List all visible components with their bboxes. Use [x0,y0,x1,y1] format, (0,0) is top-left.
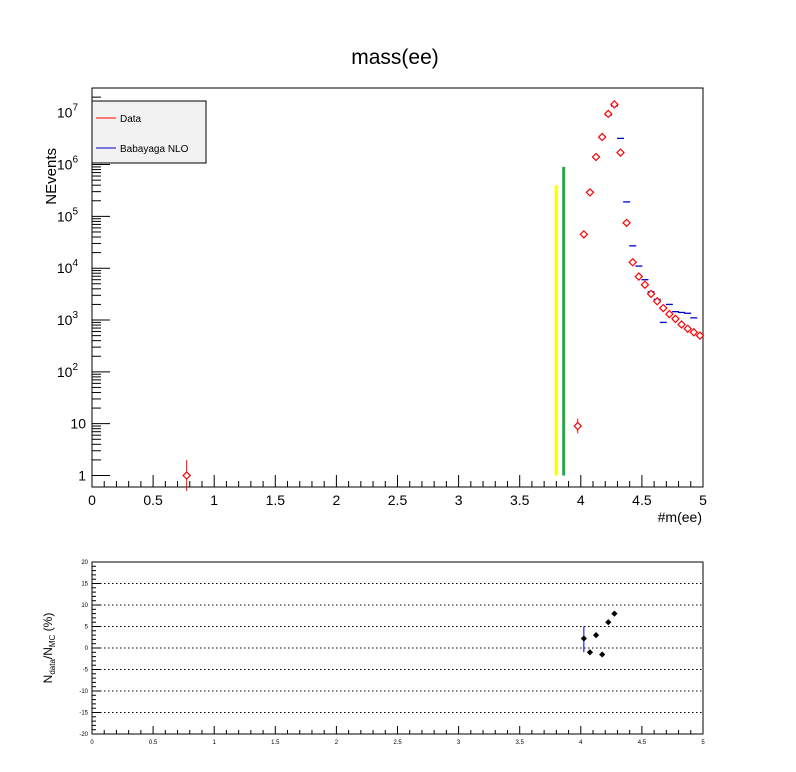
y-tick-label: 105 [57,206,79,224]
ratio-x-tick-label: 0 [90,740,94,746]
ratio-y-tick-label: 5 [85,625,89,631]
x-tick-label: 4.5 [632,492,652,508]
ratio-axis-ticks: 0 0.5 1 1.5 2 2.5 3 3.5 4 4.5 5 -20 -15 -10 -5 0 5 10 15 20 [79,560,705,746]
data-point [585,188,595,197]
ratio-x-tick-label: 2 [335,740,339,746]
ratio-y-tick-label: -10 [79,689,88,695]
ratio-x-tick-label: 1 [213,740,217,746]
ratio-y-tick-label: -20 [79,732,88,738]
x-tick-label: 3 [455,492,463,508]
ratio-y-tick-label: -15 [79,711,88,717]
data-point [628,257,638,267]
ratio-y-tick-label: 0 [85,646,89,652]
legend-label-mc: Babayaga NLO [120,144,189,155]
data-point [591,152,601,162]
data-point [665,309,674,319]
ratio-x-tick-label: 3.5 [516,740,525,746]
ratio-plot-area [580,610,618,658]
data-point [622,218,632,228]
ratio-point [586,649,594,656]
x-tick-label: 1 [210,492,218,508]
ratio-x-tick-label: 1.5 [271,740,280,746]
data-point [573,421,583,431]
x-tick-label: 0.5 [143,492,163,508]
ratio-grid [92,583,703,713]
y-axis-label: NEvents [43,148,60,205]
data-point [640,280,650,290]
data-point [603,109,613,119]
ratio-y-tick-label: 20 [81,560,88,566]
data-point [652,296,662,306]
ratio-y-tick-label: -5 [83,668,89,674]
ratio-point [599,651,606,658]
data-point [634,272,644,281]
ratio-x-tick-label: 0.5 [149,740,158,746]
y-tick-label: 106 [57,155,79,173]
x-tick-label: 2.5 [388,492,408,508]
y-tick-label: 104 [57,258,79,276]
x-tick-label: 4 [577,492,585,508]
ratio-point [592,631,600,639]
ratio-y-tick-label: 15 [81,582,88,588]
ratio-point [605,619,612,626]
y-tick-label: 107 [57,103,79,121]
y-tick-label: 103 [57,310,79,328]
main-plot-area [182,99,705,492]
legend: Data Babayaga NLO [91,100,207,164]
y-tick-label: 10 [70,416,86,432]
data-point [695,331,705,341]
ratio-y-tick-label: 10 [81,603,88,609]
chart-title: mass(ee) [351,46,439,69]
y-tick-label: 102 [57,362,79,380]
data-point [677,320,686,329]
x-tick-label: 2 [333,492,341,508]
data-point [646,289,656,299]
x-tick-label: 3.5 [510,492,530,508]
ratio-x-tick-label: 4.5 [638,740,647,746]
data-point [683,324,693,334]
data-point [182,471,192,480]
data-point [597,132,607,142]
ratio-point [611,610,618,617]
x-tick-label: 5 [699,492,707,508]
ratio-x-tick-label: 2.5 [393,740,402,746]
ratio-x-tick-label: 3 [457,740,461,746]
ratio-y-axis-label: Ndata/NMC (%) [41,613,57,684]
ratio-x-tick-label: 4 [579,740,583,746]
y-tick-label: 1 [78,468,86,484]
data-point [658,303,668,313]
data-point [616,148,625,157]
data-point [671,314,680,324]
x-axis-label: #m(ee) [658,509,702,525]
ratio-point [580,635,587,642]
x-tick-label: 1.5 [266,492,286,508]
data-point [579,229,589,239]
ratio-x-tick-label: 5 [701,740,705,746]
legend-box [91,100,207,164]
legend-label-data: Data [120,114,142,125]
x-tick-label: 0 [88,492,96,508]
data-point [689,327,699,337]
data-point [610,99,619,109]
